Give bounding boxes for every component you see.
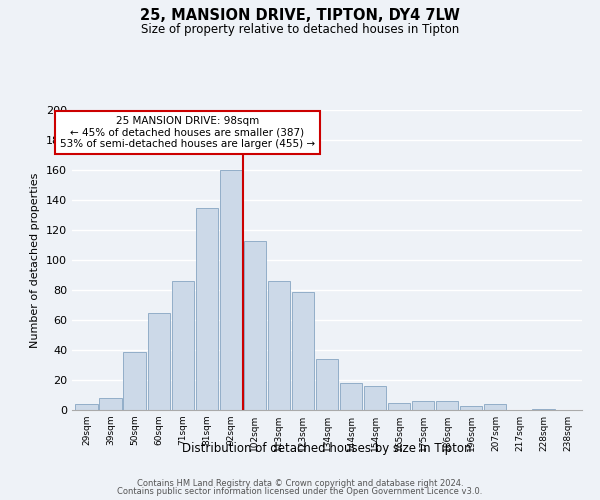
Text: Size of property relative to detached houses in Tipton: Size of property relative to detached ho… (141, 22, 459, 36)
Bar (532, 408, 554, 410)
Bar (388, 402, 410, 410)
Bar (100, 398, 122, 410)
Text: 25, MANSION DRIVE, TIPTON, DY4 7LW: 25, MANSION DRIVE, TIPTON, DY4 7LW (140, 8, 460, 22)
Bar (148, 312, 170, 410)
Bar (172, 281, 194, 410)
Bar (484, 404, 506, 410)
Bar (76, 404, 98, 410)
Text: Distribution of detached houses by size in Tipton: Distribution of detached houses by size … (182, 442, 472, 455)
Y-axis label: Number of detached properties: Number of detached properties (31, 172, 40, 348)
Bar (124, 352, 146, 410)
Bar (244, 240, 266, 410)
Bar (364, 386, 386, 410)
Text: 25 MANSION DRIVE: 98sqm
← 45% of detached houses are smaller (387)
53% of semi-d: 25 MANSION DRIVE: 98sqm ← 45% of detache… (60, 116, 315, 149)
Text: Contains HM Land Registry data © Crown copyright and database right 2024.: Contains HM Land Registry data © Crown c… (137, 478, 463, 488)
Bar (460, 406, 482, 410)
Text: Contains public sector information licensed under the Open Government Licence v3: Contains public sector information licen… (118, 487, 482, 496)
Bar (196, 208, 218, 410)
Bar (220, 170, 242, 410)
Bar (340, 383, 362, 410)
Bar (436, 401, 458, 410)
Bar (316, 359, 338, 410)
Bar (292, 292, 314, 410)
Bar (412, 401, 434, 410)
Bar (268, 281, 290, 410)
